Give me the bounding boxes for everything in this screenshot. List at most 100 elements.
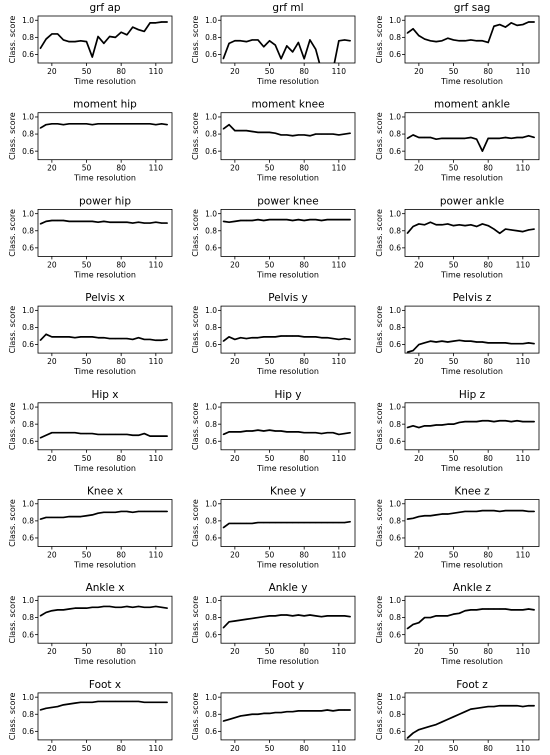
data-point (429, 40, 432, 42)
data-point (51, 432, 53, 434)
x-axis-label: Time resolution (440, 174, 503, 183)
data-point (493, 705, 495, 708)
x-axis-label: Time resolution (256, 464, 319, 473)
data-point (424, 224, 426, 226)
data-point (132, 511, 134, 513)
data-point (109, 123, 111, 125)
data-point (126, 34, 128, 36)
x-tick-label: 20 (230, 67, 240, 76)
data-point (155, 339, 157, 341)
data-point (240, 337, 242, 339)
y-axis-label: Class. score (375, 402, 384, 450)
data-point (137, 221, 140, 223)
y-tick-label: 0.8 (205, 420, 217, 429)
data-point (499, 608, 501, 610)
data-point (51, 336, 53, 338)
data-point (149, 435, 151, 437)
axes-frame (37, 112, 173, 161)
data-point (149, 606, 151, 608)
data-point (85, 220, 88, 222)
data-point (137, 337, 140, 339)
data-point (499, 705, 501, 707)
data-point (464, 40, 466, 42)
subplot-title: power knee (257, 195, 318, 207)
data-point (338, 40, 340, 42)
data-point (228, 522, 230, 525)
y-tick-label: 1.0 (22, 596, 34, 605)
data-point (522, 421, 524, 423)
data-point (149, 338, 151, 341)
data-point (245, 714, 248, 716)
y-axis-label: Class. score (375, 499, 384, 547)
y-axis-label: Class. score (375, 16, 384, 64)
data-point (344, 133, 346, 135)
subplot: grf ap 20 50 80 110 0.6 0.8 1.0 Time resolution C… (8, 2, 173, 86)
data-point (464, 225, 466, 227)
y-tick-label: 0.8 (389, 33, 401, 42)
data-point (74, 220, 76, 222)
data-point (245, 522, 248, 525)
x-tick-label: 20 (414, 164, 424, 173)
y-tick-label: 0.6 (205, 50, 217, 59)
data-point (80, 607, 82, 609)
data-point (458, 713, 460, 715)
data-point (51, 123, 53, 125)
data-point (228, 621, 230, 623)
data-point (315, 48, 317, 50)
x-axis-label: Time resolution (440, 464, 503, 473)
data-point (470, 136, 472, 139)
data-point (91, 701, 93, 703)
x-axis-label: Time resolution (440, 77, 503, 86)
data-point (499, 137, 501, 139)
data-point (476, 225, 478, 228)
data-point (149, 222, 151, 224)
data-point (344, 337, 346, 340)
data-point (234, 717, 236, 719)
data-point (332, 133, 334, 135)
data-point (447, 37, 449, 39)
data-point (166, 124, 168, 126)
data-point (303, 336, 305, 338)
y-tick-label: 0.8 (22, 130, 34, 139)
data-point (257, 219, 259, 221)
y-tick-label: 0.6 (205, 437, 217, 446)
data-point (39, 127, 41, 129)
x-tick-label: 110 (149, 164, 164, 173)
series-line (40, 700, 168, 711)
data-point (315, 521, 317, 524)
data-point (251, 430, 253, 432)
x-tick-label: 110 (149, 551, 164, 560)
data-point (435, 341, 437, 343)
y-tick-label: 0.8 (205, 516, 217, 525)
data-point (499, 342, 501, 344)
data-point (45, 707, 47, 709)
data-point (441, 224, 443, 226)
data-point (418, 426, 420, 429)
y-tick-label: 0.6 (389, 727, 401, 736)
data-point (309, 219, 311, 221)
data-point (45, 434, 47, 436)
data-point (470, 421, 472, 423)
data-point (91, 432, 93, 435)
data-point (109, 221, 111, 223)
x-tick-label: 110 (332, 744, 347, 753)
data-point (516, 510, 518, 512)
data-point (406, 232, 408, 234)
data-point (257, 713, 259, 715)
data-point (429, 515, 432, 517)
data-point (103, 42, 105, 44)
x-tick-label: 20 (47, 67, 57, 76)
data-point (222, 433, 224, 436)
data-point (476, 421, 478, 423)
data-point (338, 615, 340, 617)
subplot: power knee 20 50 80 110 0.6 0.8 1.0 Time resolut… (191, 195, 356, 279)
data-point (161, 435, 163, 437)
subplot-title: Ankle z (453, 582, 492, 594)
x-tick-label: 110 (332, 357, 347, 366)
subplot: Hip z 20 50 80 110 0.6 0.8 1.0 Time resolution Cl… (375, 389, 540, 473)
data-point (263, 430, 265, 432)
y-tick-label: 0.6 (22, 50, 34, 59)
y-tick-label: 0.8 (389, 420, 401, 429)
data-point (424, 38, 426, 40)
data-point (332, 432, 334, 434)
